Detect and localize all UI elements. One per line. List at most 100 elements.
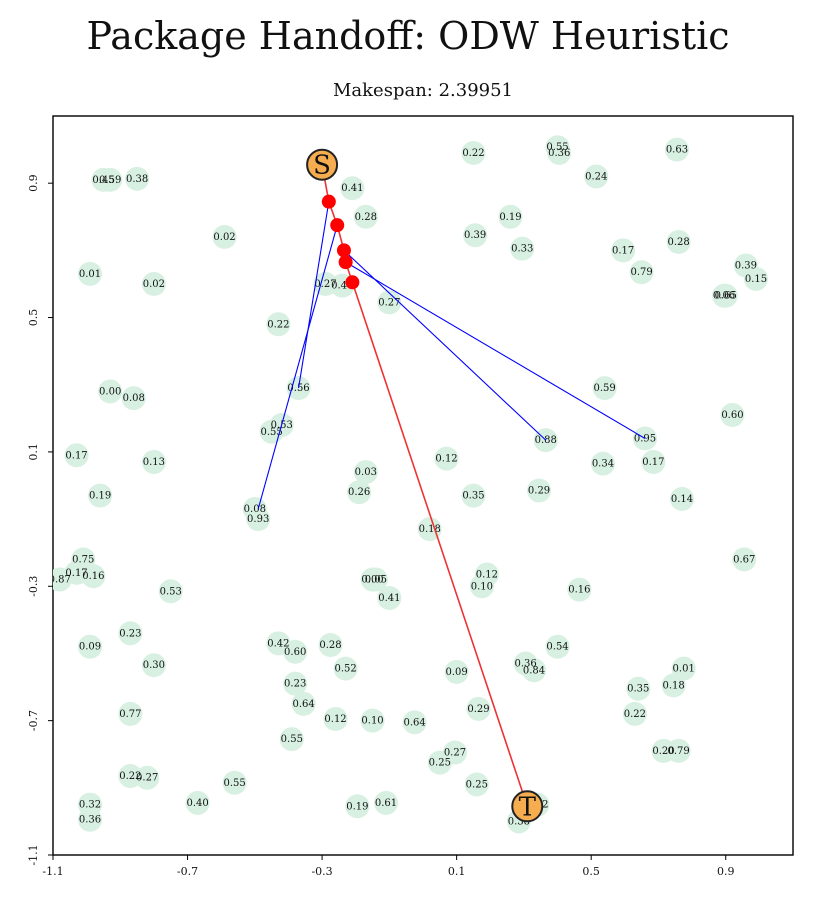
node-label: 0.54	[546, 642, 568, 653]
node-label: 0.22	[462, 148, 484, 159]
node-label: 0.12	[324, 714, 346, 725]
node-point	[374, 790, 398, 815]
node-label: 0.12	[476, 570, 498, 581]
y-tick-label: -0.3	[27, 576, 40, 597]
node-label: 0.27	[444, 748, 466, 759]
node-label: 0.95	[634, 433, 656, 444]
node-label: 0.75	[72, 554, 94, 565]
node-label: 0.23	[119, 628, 141, 639]
node-label: 0.63	[666, 145, 688, 156]
node-point	[98, 167, 123, 192]
node-label: 0.40	[187, 798, 209, 809]
node-point	[333, 656, 358, 681]
node-point	[545, 634, 570, 659]
node-label: 0.64	[292, 699, 314, 710]
node-label: 0.36	[514, 659, 536, 670]
node-label: 0.55	[261, 427, 283, 438]
node-label: 0.17	[642, 457, 664, 468]
node-point	[78, 261, 102, 286]
node-point	[266, 312, 291, 337]
node-label: 0.61	[375, 798, 397, 809]
node-point	[347, 480, 372, 505]
node-point	[377, 290, 402, 315]
node-label: 0.87	[49, 575, 71, 586]
node-label: 0.23	[284, 679, 306, 690]
node-point	[340, 176, 365, 201]
handoff-point	[336, 243, 351, 258]
node-point	[622, 701, 647, 726]
node-point	[121, 386, 146, 411]
node-label: 0.13	[143, 457, 165, 468]
node-point	[434, 446, 459, 471]
node-point	[461, 483, 486, 508]
node-point	[584, 164, 609, 189]
x-tick-label: -0.3	[311, 865, 332, 878]
node-label: 0.17	[65, 568, 87, 579]
x-tick-label: 0.9	[717, 865, 735, 878]
node-label: 0.18	[419, 524, 441, 535]
node-point	[141, 653, 166, 678]
node-label: 0.33	[511, 244, 533, 255]
node-point	[713, 283, 738, 308]
target-depot	[511, 790, 544, 823]
node-label: 0.55	[224, 778, 246, 789]
node-point	[464, 772, 489, 797]
node-point	[427, 750, 452, 775]
node-label: 0.30	[143, 660, 165, 671]
handoff-layer	[321, 194, 360, 290]
node-label: 0.02	[143, 279, 165, 290]
node-label: 0.79	[668, 746, 690, 757]
node-label: 0.25	[429, 758, 451, 769]
node-label: 0.19	[346, 801, 368, 812]
node-label: 0.20	[652, 746, 674, 757]
x-tick-label: -1.1	[42, 865, 63, 878]
node-label: 0.27	[378, 297, 400, 308]
node-point	[125, 166, 150, 191]
node-point	[185, 790, 210, 815]
node-point	[527, 478, 552, 503]
node-point	[141, 449, 166, 474]
y-tick-label: 0.9	[27, 174, 40, 192]
node-label: 0.79	[631, 267, 653, 278]
node-label: 0.24	[585, 171, 607, 182]
node-point	[629, 260, 654, 285]
node-point	[323, 706, 348, 731]
node-label: 0.59	[594, 383, 616, 394]
node-point	[64, 443, 89, 468]
node-label: 0.22	[119, 771, 141, 782]
node-point	[377, 586, 402, 611]
node-label: 0.26	[348, 487, 370, 498]
y-tick-label: -0.7	[27, 710, 40, 731]
node-label: 0.55	[546, 142, 568, 153]
node-point	[666, 229, 691, 254]
node-label: 0.59	[99, 175, 121, 186]
node-point	[81, 564, 106, 589]
node-point	[611, 238, 636, 263]
node-point	[283, 671, 308, 696]
node-label: 0.06	[713, 291, 735, 302]
node-label: 0.28	[319, 640, 341, 651]
handoff-point	[330, 218, 345, 233]
node-label: 0.25	[466, 779, 488, 790]
node-point	[291, 691, 316, 716]
plot-area-frame	[52, 115, 794, 856]
node-label: 0.38	[126, 174, 148, 185]
node-label: 0.22	[267, 319, 289, 330]
node-label: 0.35	[627, 684, 649, 695]
node-label: 0.17	[65, 450, 87, 461]
node-point	[118, 701, 143, 726]
node-label: 0.27	[136, 773, 158, 784]
handoff-point	[338, 255, 353, 270]
node-point	[246, 507, 271, 532]
node-point	[732, 547, 757, 572]
y-tick-label: -1.1	[27, 844, 40, 865]
route-layer	[257, 164, 646, 807]
node-label: 0.77	[119, 709, 141, 720]
node-label: 0.41	[378, 593, 400, 604]
node-label: 0.01	[79, 269, 101, 280]
node-point	[567, 577, 592, 602]
node-label: 0.65	[715, 291, 737, 302]
node-label: 0.29	[467, 704, 489, 715]
node-label: 0.09	[446, 667, 468, 678]
